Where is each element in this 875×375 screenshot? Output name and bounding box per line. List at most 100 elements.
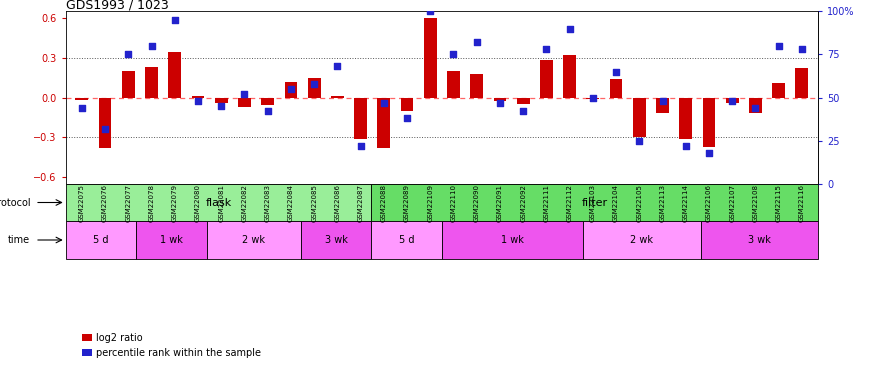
Point [679, 143, 693, 149]
Text: protocol: protocol [0, 198, 31, 207]
Text: GSM22075: GSM22075 [79, 184, 85, 222]
Bar [371, 221, 442, 259]
Text: GSM22089: GSM22089 [404, 184, 410, 222]
Bar [540, 60, 553, 98]
Bar [401, 98, 413, 111]
Bar [795, 68, 808, 98]
Text: GSM22115: GSM22115 [775, 184, 781, 222]
Text: GSM22080: GSM22080 [195, 184, 201, 222]
Point [214, 103, 228, 109]
Point [191, 98, 205, 104]
Text: GSM22079: GSM22079 [172, 184, 178, 222]
Text: GSM22113: GSM22113 [660, 184, 666, 222]
Bar [424, 18, 437, 98]
Point [655, 98, 669, 104]
Bar [301, 221, 371, 259]
Text: GSM22081: GSM22081 [218, 184, 224, 222]
Bar [215, 98, 228, 103]
Point [794, 46, 808, 52]
Text: GSM22109: GSM22109 [427, 184, 433, 222]
Text: GSM22105: GSM22105 [636, 184, 642, 222]
Point [75, 105, 89, 111]
Point [516, 108, 530, 114]
Text: 5 d: 5 d [93, 235, 108, 245]
Bar [610, 79, 622, 98]
Bar [377, 98, 390, 148]
Text: GSM22086: GSM22086 [334, 184, 340, 222]
Point [446, 51, 460, 57]
Text: GSM22088: GSM22088 [381, 184, 387, 222]
Bar [633, 98, 646, 137]
Bar [493, 98, 507, 102]
Point [144, 43, 158, 49]
Text: 3 wk: 3 wk [748, 235, 771, 245]
Point [237, 91, 251, 97]
Text: GSM22087: GSM22087 [358, 184, 364, 222]
Bar [168, 53, 181, 98]
Point [563, 26, 577, 32]
Bar [284, 82, 298, 98]
Bar [145, 67, 158, 98]
Text: GSM22112: GSM22112 [567, 184, 572, 222]
Point [377, 100, 391, 106]
Text: GSM22103: GSM22103 [590, 184, 596, 222]
Text: filter: filter [582, 198, 608, 207]
Bar [749, 98, 762, 113]
Text: GSM22090: GSM22090 [473, 184, 480, 222]
Bar [75, 98, 88, 100]
Point [331, 63, 345, 69]
Bar [331, 96, 344, 98]
Text: 1 wk: 1 wk [160, 235, 183, 245]
Text: GSM22092: GSM22092 [520, 184, 526, 222]
Text: 2 wk: 2 wk [630, 235, 654, 245]
Point [168, 17, 182, 23]
Text: GSM22083: GSM22083 [264, 184, 270, 222]
Text: GSM22082: GSM22082 [242, 184, 248, 222]
Text: flask: flask [206, 198, 232, 207]
Legend: log2 ratio, percentile rank within the sample: log2 ratio, percentile rank within the s… [78, 329, 265, 362]
Bar [66, 184, 371, 221]
Bar [136, 221, 206, 259]
Text: GSM22107: GSM22107 [729, 184, 735, 222]
Text: GSM22076: GSM22076 [102, 184, 108, 222]
Bar [656, 98, 668, 113]
Bar [701, 221, 818, 259]
Bar [583, 221, 701, 259]
Bar [308, 78, 320, 98]
Text: GSM22116: GSM22116 [799, 184, 805, 222]
Bar [238, 98, 251, 107]
Text: GSM22106: GSM22106 [706, 184, 712, 222]
Bar [66, 221, 136, 259]
Point [284, 86, 298, 92]
Point [354, 143, 367, 149]
Point [424, 8, 438, 14]
Text: GSM22078: GSM22078 [149, 184, 155, 222]
Text: GSM22085: GSM22085 [312, 184, 317, 222]
Bar [447, 71, 460, 98]
Point [772, 43, 786, 49]
Bar [206, 221, 301, 259]
Text: GSM22108: GSM22108 [752, 184, 759, 222]
Bar [262, 98, 274, 105]
Text: 3 wk: 3 wk [325, 235, 347, 245]
Bar [679, 98, 692, 139]
Point [748, 105, 762, 111]
Text: GSM22110: GSM22110 [451, 184, 457, 222]
Point [493, 100, 507, 106]
Bar [703, 98, 716, 147]
Bar [371, 184, 818, 221]
Point [702, 150, 716, 156]
Bar [442, 221, 583, 259]
Text: time: time [8, 235, 31, 245]
Point [122, 51, 136, 57]
Bar [471, 74, 483, 98]
Bar [122, 71, 135, 98]
Point [470, 39, 484, 45]
Text: GDS1993 / 1023: GDS1993 / 1023 [66, 0, 168, 11]
Text: GSM22084: GSM22084 [288, 184, 294, 222]
Text: GSM22114: GSM22114 [682, 184, 689, 222]
Bar [773, 83, 785, 98]
Text: GSM22077: GSM22077 [125, 184, 131, 222]
Point [307, 81, 321, 87]
Point [400, 115, 414, 121]
